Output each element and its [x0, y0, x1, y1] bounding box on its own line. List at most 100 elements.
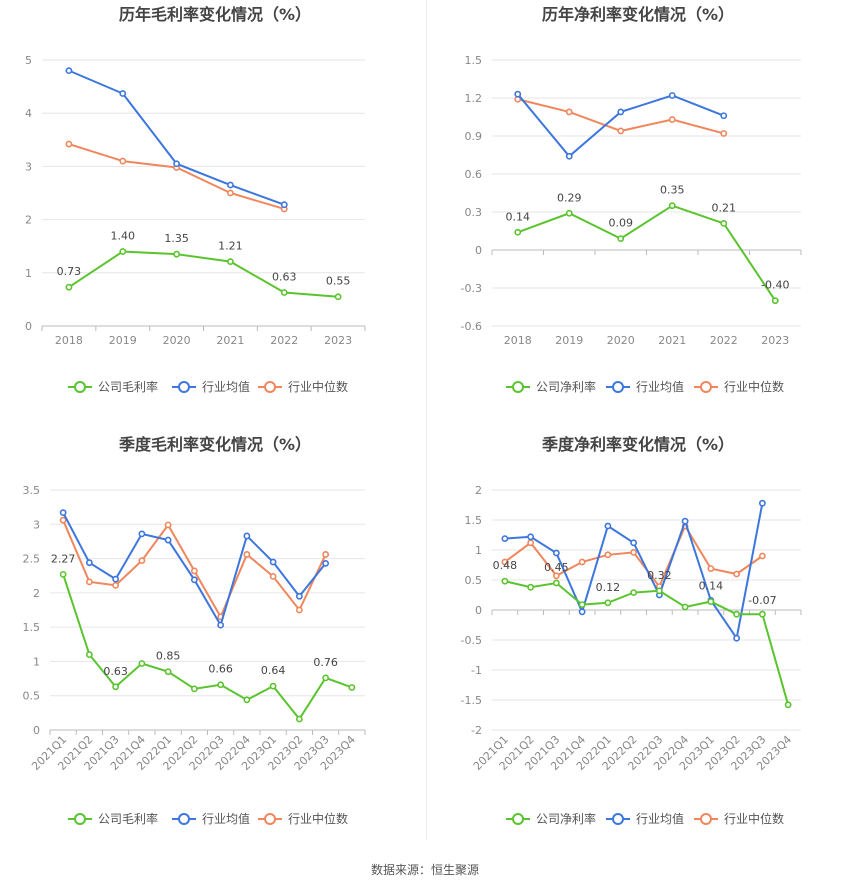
x-tick-label: 2018	[55, 334, 83, 347]
company-series-point	[217, 681, 225, 689]
y-tick-label: 0.3	[465, 206, 483, 219]
industry-average-series-point	[758, 499, 766, 507]
data-label: 0.14	[699, 580, 724, 593]
company-series-line	[68, 250, 339, 298]
legend-entry: 行业中位数	[724, 811, 784, 826]
industry-average-series-point	[119, 90, 127, 97]
y-tick-label: 0	[475, 244, 482, 257]
industry-average-series-point	[295, 592, 303, 600]
industry-average-series-line	[68, 69, 285, 206]
y-tick-label: 2.5	[23, 553, 41, 566]
industry-median-series-point	[707, 565, 715, 572]
y-tick-label: 1	[475, 544, 482, 557]
vertical-divider	[426, 0, 427, 840]
data-label: 0.85	[156, 650, 181, 663]
company-series-point	[578, 601, 586, 608]
legend-marker-icon	[700, 381, 712, 393]
company-series-point	[681, 603, 689, 611]
industry-average-series-point	[164, 536, 172, 544]
y-tick-label: -0.5	[461, 634, 482, 647]
chart-title: 历年净利率变化情况（%）	[542, 5, 734, 24]
industry-median-series-point	[578, 558, 586, 566]
x-tick-label: 2019	[555, 334, 583, 347]
industry-median-series-point	[758, 552, 766, 560]
data-label: 0.21	[712, 201, 737, 214]
company-series-point	[604, 599, 612, 607]
industry-average-series-point	[59, 509, 67, 517]
data-label: -0.07	[748, 594, 776, 607]
industry-average-series-point	[65, 67, 73, 75]
x-tick-label: 2021	[658, 334, 686, 347]
y-tick-label: 1.5	[23, 621, 41, 634]
x-tick-label: 2020	[163, 334, 191, 347]
quarterly-net-margin-chart: 季度净利率变化情况（%） -2-1.5-1-0.500.511.522021Q1…	[461, 435, 802, 826]
company-series-point	[617, 235, 625, 242]
y-tick-label: 1.5	[465, 54, 483, 67]
industry-median-series-point	[501, 558, 509, 566]
company-series-point	[59, 570, 67, 578]
industry-median-series-point	[227, 189, 234, 197]
legend-entry: 行业均值	[636, 811, 684, 826]
company-series-point	[295, 715, 303, 723]
legend-marker-icon	[512, 813, 524, 825]
industry-median-series-point	[668, 116, 676, 123]
y-tick-label: -0.6	[461, 320, 482, 333]
data-label: 0.09	[609, 217, 634, 230]
data-label: 1.21	[218, 240, 243, 253]
company-series-point	[668, 202, 676, 210]
data-label: 0.64	[261, 664, 286, 677]
x-tick-label: 2021	[216, 334, 244, 347]
y-tick-label: 2	[25, 214, 32, 227]
industry-median-series-line	[504, 523, 763, 589]
chart-title: 季度毛利率变化情况（%）	[118, 435, 311, 454]
annual-net-margin-chart: 历年净利率变化情况（%） -0.6 -0.3 0 0.3 0.6 0.9 1.2 1.5 201…	[461, 5, 802, 394]
y-tick-label: -1	[471, 664, 482, 677]
data-label: 0.73	[57, 265, 82, 278]
x-tick-label: 2022	[270, 334, 298, 347]
data-label: -0.40	[761, 279, 789, 292]
industry-median-series-point	[65, 140, 73, 148]
industry-average-series-point	[617, 108, 625, 116]
data-label: 0.45	[544, 561, 569, 574]
data-label: 0.66	[208, 663, 233, 676]
company-series-point	[707, 598, 715, 605]
y-tick-label: 0.5	[465, 574, 483, 587]
industry-average-series-point	[733, 634, 741, 642]
legend-entry: 公司净利率	[536, 379, 596, 394]
company-series-point	[565, 209, 573, 217]
industry-average-series-point	[604, 522, 612, 530]
annual-gross-margin-chart: 历年毛利率变化情况（%） 0 1 2 3 4 5 2018 2019 2020 2021 2022 2…	[25, 5, 366, 394]
industry-average-series-point	[514, 90, 522, 98]
company-series-point	[348, 684, 356, 691]
industry-average-series-point	[552, 549, 560, 557]
industry-average-series-point	[138, 530, 146, 538]
industry-average-series-point	[322, 559, 330, 567]
y-tick-label: 3.5	[23, 484, 41, 497]
legend-entry: 行业均值	[202, 379, 250, 394]
company-series-point	[227, 258, 234, 266]
y-tick-label: 1.5	[465, 514, 483, 527]
company-series-point	[334, 293, 342, 301]
company-series-point	[655, 587, 663, 595]
data-label: 0.48	[493, 559, 518, 572]
legend-entry: 公司毛利率	[98, 379, 158, 394]
industry-median-series-point	[630, 549, 638, 556]
industry-median-series-point	[190, 567, 198, 575]
company-series-point	[243, 696, 251, 704]
y-tick-label: 0	[33, 724, 40, 737]
industry-average-series-point	[668, 92, 676, 99]
data-label: 2.27	[51, 552, 76, 565]
industry-average-series-point	[190, 576, 198, 584]
industry-average-series-point	[173, 160, 180, 168]
industry-median-series-point	[733, 570, 741, 578]
industry-median-series-point	[59, 516, 67, 524]
industry-average-series-point	[269, 558, 277, 566]
y-tick-label: 1.2	[465, 92, 483, 105]
industry-median-series-point	[138, 557, 146, 565]
company-series-point	[65, 283, 73, 291]
company-series-point	[269, 682, 277, 690]
company-series-point	[771, 297, 779, 305]
data-label: 0.55	[326, 275, 351, 288]
y-tick-label: -2	[471, 724, 482, 737]
industry-average-series-point	[85, 559, 93, 567]
